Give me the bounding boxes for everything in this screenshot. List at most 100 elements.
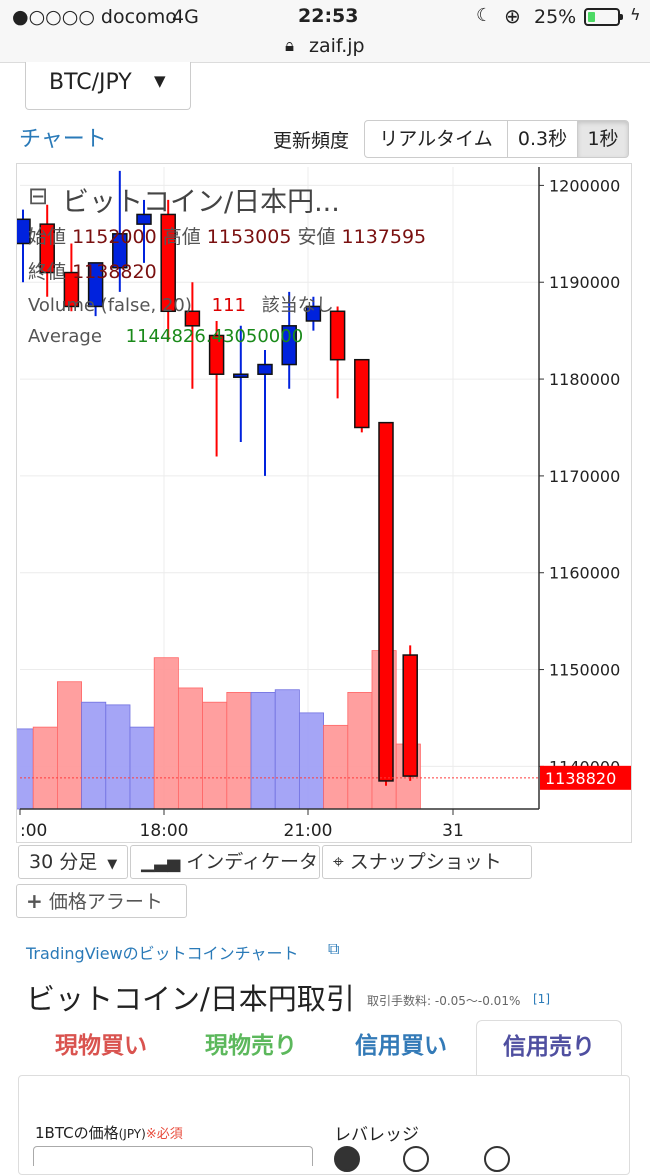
candle-body: [233, 373, 249, 378]
legend-title: ビットコイン/日本円...: [62, 187, 340, 218]
volume-bar: [153, 657, 179, 810]
volume-label: Volume (false, 20): [28, 295, 192, 316]
average-label: Average: [28, 326, 102, 347]
candle-body: [281, 325, 297, 366]
freq-realtime-button[interactable]: リアルタイム: [364, 120, 508, 158]
y-tick-label: 1160000: [549, 564, 620, 583]
candle-body: [112, 233, 128, 269]
leverage-radio-3[interactable]: [484, 1146, 510, 1172]
candle-body: [378, 421, 394, 782]
pair-select[interactable]: BTC/JPY ▼: [25, 62, 191, 110]
caret-down-icon: ▼: [154, 72, 166, 90]
candle-body: [402, 654, 418, 777]
collapse-icon[interactable]: ⊟: [28, 182, 49, 210]
candle-body: [39, 223, 55, 274]
candle-body: [257, 363, 273, 375]
bar-chart-icon: ▁▃▅: [141, 853, 181, 873]
update-frequency-label: 更新頻度: [273, 130, 350, 152]
candle-body: [136, 213, 152, 225]
battery-percent: 25%: [534, 6, 577, 28]
close-label: 終値: [28, 261, 67, 283]
tab-credit-sell-label: 信用売り: [503, 1034, 595, 1060]
tab-credit-sell[interactable]: 信用売り: [476, 1020, 622, 1076]
candlestick-chart[interactable]: 1200000 1190000 1180000 1170000 1160000 11500…: [17, 164, 631, 842]
volume-bar: [177, 687, 203, 810]
battery-icon: [584, 8, 623, 26]
trade-title: ビットコイン/日本円取引: [26, 982, 355, 1016]
volume-bar: [81, 701, 107, 810]
volume-value: 111: [211, 295, 246, 316]
y-tick-label: 1180000: [549, 370, 620, 389]
snapshot-label: スナップショット: [349, 851, 502, 873]
y-tick-label: 1150000: [549, 661, 620, 680]
x-tick-label: :00: [20, 821, 47, 841]
candle-body: [208, 334, 225, 375]
freq-1s-button[interactable]: 1秒: [577, 120, 629, 158]
tab-spot-buy[interactable]: 現物買い: [26, 1020, 176, 1076]
volume-bar: [298, 712, 324, 810]
y-tick-label: 1190000: [549, 273, 620, 292]
chart-container[interactable]: 1200000 1190000 1180000 1170000 1160000 11500…: [16, 163, 632, 843]
last-price-tag: [540, 765, 631, 790]
tab-spot-sell-label: 現物売り: [205, 1033, 297, 1059]
tradingview-link[interactable]: TradingViewのビットコインチャート: [26, 944, 299, 963]
x-tick-label: 18:00: [140, 821, 189, 841]
tab-credit-buy-label: 信用買い: [355, 1033, 447, 1059]
interval-value: 30 分足: [29, 851, 98, 873]
caret-down-icon: ▼: [107, 857, 118, 872]
crosshair-icon: ⌖: [333, 851, 344, 873]
url-text[interactable]: zaif.jp: [309, 35, 365, 57]
ohlc-row-1: 始値 1152000 高値 1153005 安値 1137595: [28, 222, 426, 249]
high-label: 高値: [162, 226, 201, 248]
freq-0.3s-button[interactable]: 0.3秒: [507, 120, 578, 158]
indicator-button[interactable]: ▁▃▅ インディケータ: [130, 845, 320, 879]
low-value: 1137595: [341, 226, 427, 248]
price-label: 1BTCの価格(JPY)※必須: [35, 1122, 183, 1143]
carrier-text: ●○○○○ docomo: [12, 6, 177, 28]
charging-icon: ϟ: [630, 5, 641, 24]
network-text: 4G: [172, 6, 199, 28]
leverage-radio-2[interactable]: [403, 1146, 429, 1172]
moon-icon: ☾: [476, 5, 493, 26]
volume-bar: [202, 701, 228, 810]
tab-spot-buy-label: 現物買い: [55, 1033, 147, 1059]
chart-section-label: チャート: [19, 127, 107, 152]
rotation-lock-icon: ⊕: [504, 4, 521, 28]
snapshot-button[interactable]: ⌖ スナップショット: [322, 845, 532, 879]
candle-body: [63, 271, 80, 308]
volume-bar: [347, 692, 373, 810]
fee-ref-link[interactable]: [1]: [533, 992, 550, 1006]
volume-bar: [250, 692, 276, 810]
clock: 22:53: [298, 5, 359, 27]
volume-bar: [323, 724, 349, 810]
price-input[interactable]: [33, 1146, 313, 1166]
candle-body: [184, 310, 201, 327]
x-tick-label: 31: [442, 821, 464, 841]
average-value: 1144826.43050000: [125, 326, 304, 347]
ohlc-row-2: 終値 1138820: [28, 257, 157, 284]
volume-bar: [274, 689, 300, 810]
fee-text: 取引手数料: -0.05〜-0.01%: [367, 994, 521, 1008]
price-alert-label: 価格アラート: [48, 891, 163, 913]
indicator-label: インディケータ: [186, 851, 318, 873]
volume-bar: [226, 692, 252, 810]
tab-spot-sell[interactable]: 現物売り: [176, 1020, 326, 1076]
open-label: 始値: [28, 226, 67, 248]
x-tick-label: 21:00: [284, 821, 333, 841]
volume-bar: [17, 728, 34, 810]
external-link-icon[interactable]: ⧉: [328, 939, 340, 958]
tab-credit-buy[interactable]: 信用買い: [326, 1020, 476, 1076]
candle-body: [160, 213, 176, 313]
close-value: 1138820: [72, 261, 157, 283]
candle-body: [17, 218, 31, 245]
interval-select[interactable]: 30 分足 ▼: [18, 845, 128, 879]
pair-select-value: BTC/JPY: [49, 70, 132, 95]
price-alert-button[interactable]: + 価格アラート: [16, 884, 187, 918]
volume-bar: [105, 704, 131, 810]
required-mark: ※必須: [145, 1127, 183, 1142]
leverage-radio-1[interactable]: [334, 1146, 360, 1172]
volume-status: 該当なし: [261, 295, 334, 316]
volume-bar: [32, 726, 58, 810]
volume-bar: [57, 681, 83, 810]
open-value: 1152000: [72, 226, 157, 248]
